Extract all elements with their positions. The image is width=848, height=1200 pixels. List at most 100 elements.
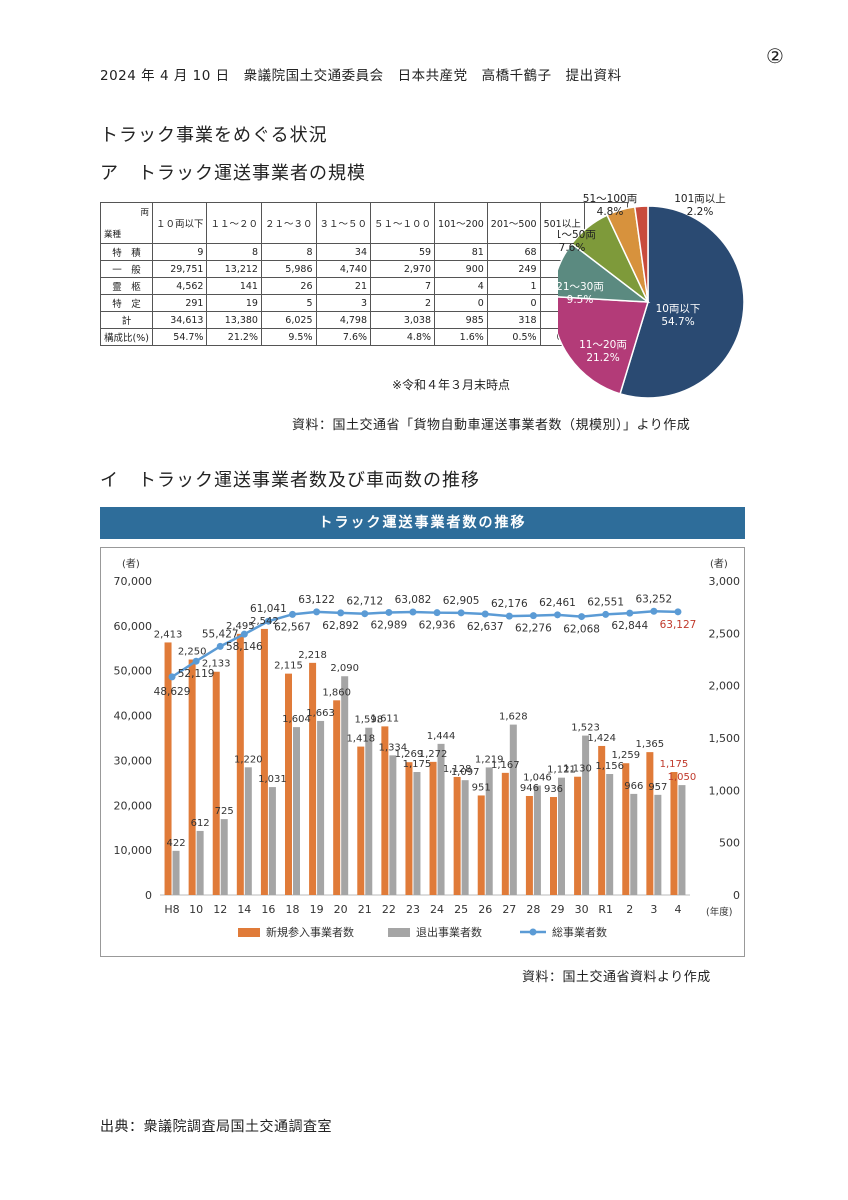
table-cell: 4 — [434, 277, 488, 295]
new-entry-bar — [164, 642, 172, 895]
exit-label: 1,097 — [451, 767, 480, 778]
total-label: 62,936 — [419, 620, 456, 632]
exit-label: 1,604 — [282, 714, 311, 725]
total-label: 55,427 — [202, 628, 239, 640]
new-entry-bar — [453, 776, 461, 895]
total-label: 62,176 — [491, 598, 528, 610]
new-entry-bar — [429, 761, 437, 895]
table-row: 計34,61313,3806,0254,7983,0389853189463,2… — [100, 311, 628, 329]
exit-bar — [220, 819, 228, 895]
total-point — [289, 610, 296, 618]
exit-bar — [533, 785, 541, 895]
new-entry-label: 1,860 — [322, 687, 351, 698]
total-label: 63,122 — [298, 594, 335, 606]
table-cell: 2,970 — [370, 260, 436, 278]
new-entry-bar — [405, 762, 413, 895]
exit-bar — [606, 774, 614, 895]
legend-swatch-exit — [388, 928, 410, 937]
new-entry-label: 1,365 — [636, 739, 665, 750]
table-cell: 900 — [434, 260, 488, 278]
new-entry-bar — [260, 628, 268, 895]
corner-bottom-label: 業種 — [104, 230, 122, 240]
total-label: 62,905 — [443, 595, 480, 607]
table-column-header: ２１～３０ — [260, 202, 317, 244]
total-line — [171, 610, 678, 678]
table-cell: 21 — [315, 277, 372, 295]
table-cell: 34,613 — [151, 311, 208, 329]
fleet-size-table: 両業種 １０両以下 １１～２０ ２１～３０ ３１～５０ ５１～１００ 101～200 201～… — [100, 202, 628, 346]
x-axis-tick: 20 — [334, 903, 348, 916]
new-entry-bar — [212, 671, 220, 895]
exit-bar — [389, 755, 397, 895]
table-cell: 291 — [151, 294, 208, 312]
table-cell: 3,038 — [370, 311, 436, 329]
right-axis-tick: 0 — [733, 889, 740, 902]
new-entry-label: 2,250 — [178, 647, 207, 658]
table-column-header: 101～200 — [434, 202, 488, 244]
total-label: 63,082 — [395, 594, 432, 606]
total-label: 62,068 — [563, 624, 600, 636]
table-cell: 6,025 — [260, 311, 317, 329]
chart-source: 資料：国土交通省資料より作成 — [522, 970, 711, 985]
table-cell: 985 — [434, 311, 488, 329]
table-cell: 34 — [315, 243, 372, 261]
new-entry-bar — [646, 752, 654, 895]
new-entry-bar — [357, 746, 365, 895]
new-entry-label: 936 — [544, 784, 563, 795]
exit-label: 2,090 — [330, 663, 359, 674]
table-note: ※令和４年３月末時点 — [392, 378, 511, 392]
right-axis-tick: 2,500 — [709, 627, 741, 640]
pie-slice — [619, 205, 745, 399]
new-entry-bar — [574, 776, 582, 895]
exit-label: 1,121 — [547, 765, 576, 776]
total-point — [240, 630, 248, 638]
x-axis-tick: 14 — [237, 903, 251, 916]
table-cell: 4.8% — [370, 328, 436, 346]
x-axis-tick: 30 — [575, 903, 589, 916]
new-entry-label: 1,272 — [419, 749, 448, 760]
total-label: 62,892 — [322, 620, 359, 632]
exit-bar — [558, 777, 565, 895]
pie-slice-value: 21.2% — [586, 352, 619, 364]
x-axis-tick: 18 — [286, 903, 300, 916]
new-entry-bar — [381, 726, 389, 895]
new-entry-bar — [501, 772, 509, 895]
exit-label: 1,219 — [475, 754, 504, 765]
table-cell: 26 — [260, 277, 317, 295]
x-axis-tick: 12 — [213, 903, 227, 916]
exit-label: 1,046 — [523, 773, 552, 784]
x-axis-tick: 29 — [551, 903, 565, 916]
exit-label: 1,444 — [427, 731, 456, 742]
total-label: 62,844 — [611, 620, 648, 632]
right-axis-tick: 2,000 — [709, 680, 741, 693]
table-cell: 0.5% — [486, 328, 541, 346]
total-label: 63,127 — [660, 619, 697, 631]
table-cell: 54.7% — [151, 328, 208, 346]
new-entry-label: 951 — [472, 782, 491, 793]
table-cell: 68 — [486, 243, 541, 261]
exit-label: 1,523 — [571, 723, 600, 734]
x-axis-tick: 21 — [358, 903, 372, 916]
exit-bar — [244, 767, 252, 895]
total-label: 63,252 — [635, 593, 672, 605]
new-entry-bar — [525, 795, 533, 895]
new-entry-bar — [236, 633, 244, 895]
total-label: 52,119 — [178, 668, 215, 680]
table-cell: 4,562 — [151, 277, 208, 295]
table-row-label: 一 般 — [100, 260, 153, 278]
exit-label: 1,031 — [258, 774, 287, 785]
exit-label: 1,050 — [668, 772, 697, 783]
exit-bar — [196, 830, 204, 895]
new-entry-label: 2,218 — [298, 650, 327, 661]
total-point — [216, 642, 224, 650]
total-label: 58,146 — [226, 641, 263, 653]
exit-bar — [293, 727, 300, 895]
new-entry-bar — [598, 745, 606, 895]
pie-slice-value: 2.2% — [687, 206, 714, 218]
section-a-title: ア トラック運送事業者の規模 — [100, 163, 366, 184]
legend-exit: 退出事業者数 — [416, 925, 482, 939]
exit-bar — [678, 785, 686, 895]
left-axis-unit: (者) — [122, 558, 140, 570]
exit-bar — [365, 727, 373, 895]
